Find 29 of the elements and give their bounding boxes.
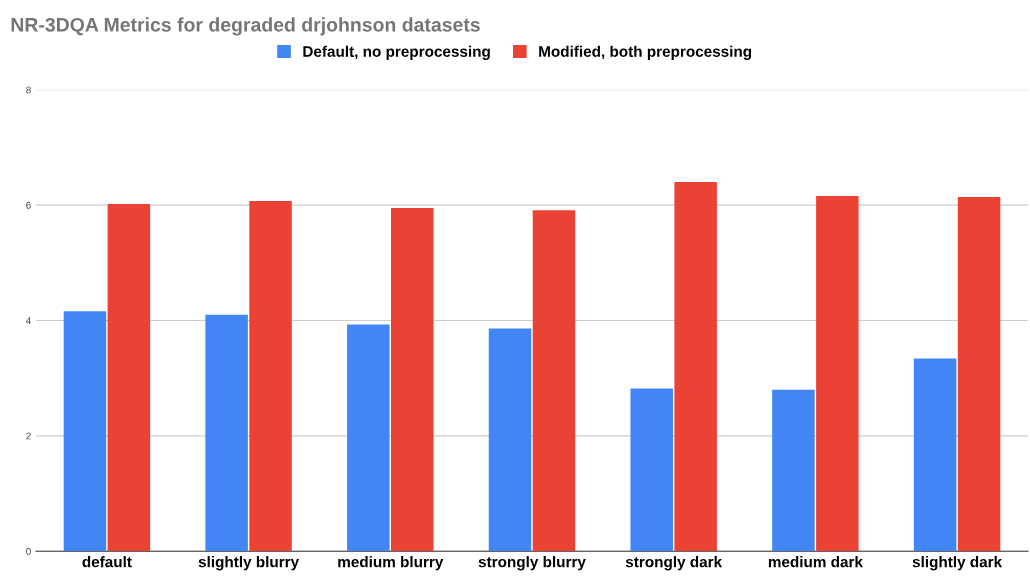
x-tick-label: medium blurry (338, 556, 444, 571)
bar (63, 311, 107, 552)
y-tick-label: 4 (26, 317, 31, 324)
legend-label: Modified, both preprocessing (539, 45, 752, 60)
x-tick-label: default (82, 556, 132, 568)
bar (249, 201, 292, 552)
bar (913, 358, 957, 552)
bar (205, 314, 248, 552)
bar (488, 328, 532, 552)
bar (816, 195, 859, 552)
bar (957, 197, 1001, 552)
y-tick-label: 8 (26, 86, 31, 94)
chart-title: NR-3DQA Metrics for degraded drjohnson datasets (11, 17, 480, 36)
bar (107, 203, 151, 552)
x-tick-label: medium dark (768, 556, 863, 568)
x-tick-label: strongly blurry (478, 556, 586, 571)
bar (674, 182, 717, 552)
x-tick-label: strongly dark (625, 556, 723, 571)
x-tick-label: slightly blurry (198, 556, 300, 571)
y-tick-label: 6 (26, 201, 31, 209)
bar (532, 210, 576, 552)
y-tick-label: 0 (26, 547, 31, 555)
bar (391, 207, 434, 552)
x-tick-label: slightly dark (912, 556, 1003, 571)
bar (630, 388, 673, 552)
legend-label: Default, no preprocessing (303, 45, 490, 60)
bar (347, 324, 390, 552)
bar (772, 389, 815, 552)
y-tick-label: 2 (26, 432, 31, 440)
